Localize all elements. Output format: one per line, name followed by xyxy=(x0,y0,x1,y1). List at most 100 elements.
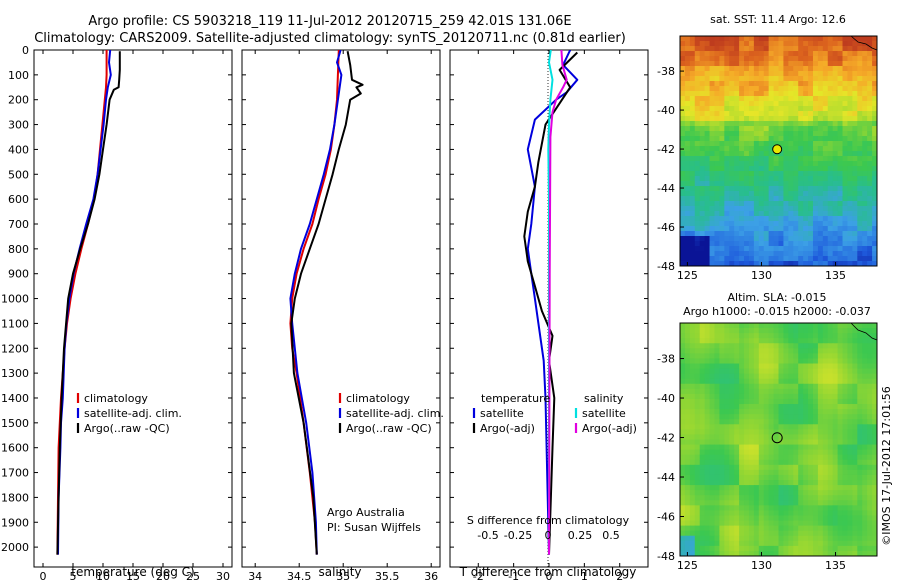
map-cell xyxy=(773,393,780,400)
map-cell xyxy=(798,505,804,512)
map-cell xyxy=(847,196,853,202)
map-cell xyxy=(763,81,770,87)
map-cell xyxy=(763,490,770,496)
map-cell xyxy=(822,429,829,436)
map-cell xyxy=(778,226,785,232)
map-cell xyxy=(837,256,844,262)
map-cell xyxy=(753,535,760,542)
map-cell xyxy=(739,480,745,486)
map-cell xyxy=(729,323,735,329)
map-cell xyxy=(803,96,809,102)
map-cell xyxy=(699,41,706,47)
map-cell xyxy=(817,156,824,162)
map-cell xyxy=(734,86,740,92)
map-cell xyxy=(768,216,775,222)
map-cell xyxy=(699,101,706,107)
map-cell xyxy=(808,520,814,527)
map-cell xyxy=(837,530,844,537)
map-cell xyxy=(773,520,780,527)
map-cell xyxy=(842,161,849,167)
map-cell xyxy=(744,545,750,552)
map-cell xyxy=(694,449,701,456)
map-cell xyxy=(753,444,760,451)
map-cell xyxy=(739,181,745,187)
map-cell xyxy=(763,41,770,47)
map-cell xyxy=(773,383,780,390)
map-cell xyxy=(778,86,785,92)
map-cell xyxy=(768,449,775,456)
map-cell xyxy=(872,469,877,476)
map-cell xyxy=(837,236,844,242)
map-cell xyxy=(724,51,730,57)
map-cell xyxy=(748,76,755,82)
map-cell xyxy=(714,409,720,415)
map-cell xyxy=(857,216,863,222)
map-cell xyxy=(788,469,794,476)
map-cell xyxy=(798,116,804,122)
map-cell xyxy=(758,201,765,207)
map-cell xyxy=(734,414,740,420)
map-cell xyxy=(793,181,799,187)
y-tick-label: 900 xyxy=(8,268,29,281)
map-cell xyxy=(680,525,686,532)
map-cell xyxy=(739,96,745,102)
map-cell xyxy=(817,51,824,57)
map-cell xyxy=(689,211,696,217)
map-cell xyxy=(694,545,701,552)
map-cell xyxy=(773,101,780,107)
map-cell xyxy=(704,226,711,232)
map-cell xyxy=(729,353,735,360)
map-cell xyxy=(734,121,740,127)
map-cell xyxy=(748,141,755,147)
map-cell xyxy=(739,231,745,237)
map-cell xyxy=(808,343,814,349)
map-cell xyxy=(684,424,691,430)
map-cell xyxy=(748,201,755,207)
map-cell xyxy=(729,434,735,441)
map-cell xyxy=(719,186,725,192)
map-cell xyxy=(783,181,789,187)
map-cell xyxy=(817,495,824,501)
map-cell xyxy=(817,338,824,344)
map-cell xyxy=(812,363,819,370)
map-cell xyxy=(684,106,691,112)
map-cell xyxy=(822,161,829,167)
map-cell xyxy=(812,383,819,390)
map-cell xyxy=(763,256,770,262)
map-cell xyxy=(847,141,853,147)
map-cell xyxy=(798,201,804,207)
map-cell xyxy=(783,464,789,471)
map-cell xyxy=(798,171,804,177)
map-cell xyxy=(822,56,829,62)
map-cell xyxy=(842,328,849,334)
map-cell xyxy=(680,469,686,476)
map-cell xyxy=(798,181,804,187)
map-cell xyxy=(734,383,740,390)
map-cell xyxy=(803,464,809,471)
map-cell xyxy=(734,429,740,436)
map-cell xyxy=(827,419,834,425)
map-cell xyxy=(734,216,740,222)
map-cell xyxy=(758,398,765,405)
map-cell xyxy=(684,136,691,142)
map-cell xyxy=(719,101,725,107)
map-cell xyxy=(739,505,745,512)
map-cell xyxy=(704,464,711,471)
map-cell xyxy=(862,251,868,257)
map-cell xyxy=(808,151,814,157)
map-cell xyxy=(704,348,711,354)
map-cell xyxy=(808,439,814,446)
map-cell xyxy=(842,151,849,157)
map-cell xyxy=(812,373,819,380)
map-cell xyxy=(798,510,804,517)
map-cell xyxy=(812,510,819,517)
map-cell xyxy=(867,136,873,142)
map-cell xyxy=(827,333,834,339)
map-cell xyxy=(827,201,834,207)
map-cell xyxy=(719,368,725,375)
map-cell xyxy=(753,61,760,67)
map-cell xyxy=(827,338,834,344)
map-cell xyxy=(739,141,745,147)
map-cell xyxy=(798,156,804,162)
map-cell xyxy=(709,246,716,252)
